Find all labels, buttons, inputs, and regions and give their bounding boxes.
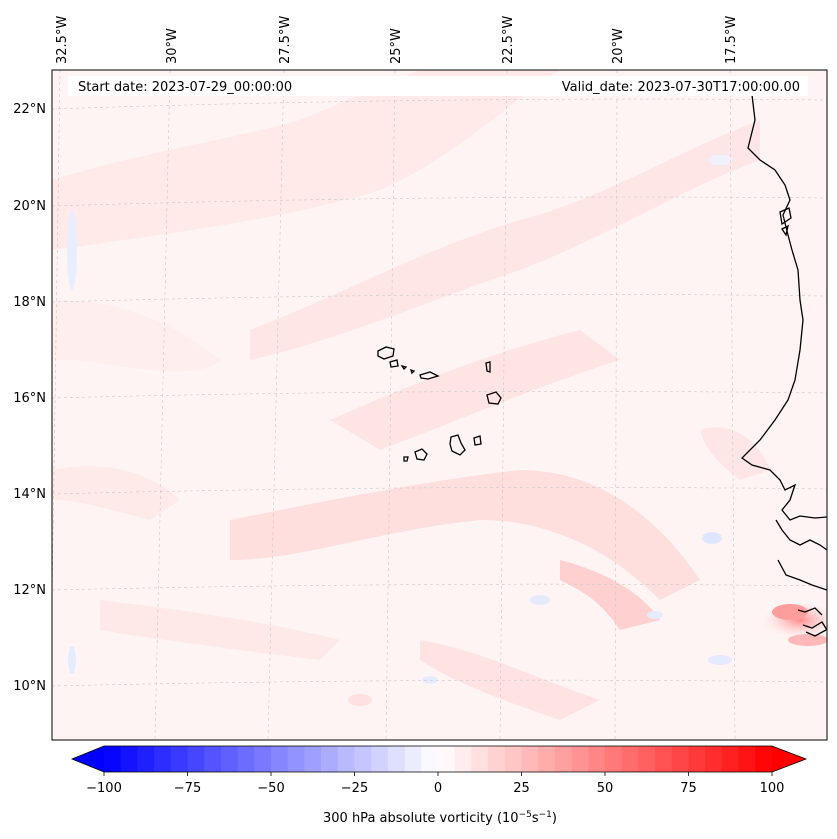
colorbar-cell [104, 746, 122, 772]
colorbar-cell [154, 746, 172, 772]
colorbar-cell [605, 746, 623, 772]
colorbar-extend-high [772, 746, 806, 772]
colorbar-cell [705, 746, 723, 772]
colorbar-cell [287, 746, 305, 772]
colorbar-title: 300 hPa absolute vorticity (10−5s−1) [323, 810, 557, 826]
lon-label: 17.5°W [724, 16, 739, 64]
colorbar-tick-label: 0 [434, 781, 442, 796]
colorbar-cell [688, 746, 706, 772]
coastline [740, 94, 827, 637]
colorbar-cell [671, 746, 690, 772]
colorbar-cell [621, 746, 639, 772]
colorbar-cell [721, 746, 740, 772]
lon-label: 25°W [389, 28, 404, 64]
colorbar-cell [755, 746, 773, 772]
colorbar-cell [471, 746, 489, 772]
lon-label: 30°W [165, 28, 180, 64]
longitude-labels: 32.5°W 30°W 27.5°W 25°W 22.5°W 20°W 17.5… [55, 16, 739, 64]
lat-label: 16°N [13, 391, 46, 406]
map-panel: Start date: 2023-07-29_00:00:00 Valid_da… [51, 69, 828, 741]
colorbar-cell [521, 746, 539, 772]
latitude-labels: 22°N 20°N 18°N 16°N 14°N 12°N 10°N [13, 102, 46, 694]
colorbar-extend-low [72, 746, 104, 772]
colorbar-tick-label: 100 [760, 781, 785, 796]
colorbar-cell [170, 746, 189, 772]
colorbar-cell [137, 746, 155, 772]
lon-label: 32.5°W [55, 16, 70, 64]
colorbar-cell [271, 746, 289, 772]
valid-date-label: Valid_date: 2023-07-30T17:00:00.00 [562, 80, 800, 95]
colorbar-tick-label: 50 [597, 781, 614, 796]
colorbar-cell [421, 746, 439, 772]
colorbar-cell [321, 746, 339, 772]
lat-label: 18°N [13, 295, 46, 310]
colorbar-cell [638, 746, 656, 772]
colorbar-cell [588, 746, 606, 772]
map-frame [51, 69, 828, 741]
colorbar-cells [72, 746, 806, 772]
header-background [68, 76, 808, 96]
colorbar-cell [387, 746, 406, 772]
colorbar-tick-label: 25 [513, 781, 530, 796]
graticule [52, 70, 827, 740]
lat-label: 10°N [13, 679, 46, 694]
colorbar-tick-label: −25 [341, 781, 368, 796]
colorbar-cell [220, 746, 239, 772]
colorbar-cell [504, 746, 523, 772]
colorbar-cell [204, 746, 222, 772]
colorbar-tick-label: −75 [174, 781, 201, 796]
colorbar-cell [438, 746, 456, 772]
colorbar-cell [554, 746, 573, 772]
colorbar-tick-label: −50 [257, 781, 284, 796]
lon-label: 27.5°W [278, 16, 293, 64]
colorbar-cell [571, 746, 589, 772]
colorbar: −100 −75 −50 −25 0 25 50 75 100 300 hPa … [70, 745, 808, 826]
colorbar-cell [538, 746, 556, 772]
colorbar-cell [738, 746, 756, 772]
colorbar-cell [304, 746, 322, 772]
colorbar-ticks [103, 772, 773, 776]
colorbar-cell [488, 746, 506, 772]
colorbar-cell [237, 746, 255, 772]
colorbar-cell [655, 746, 673, 772]
lat-label: 20°N [13, 199, 46, 214]
colorbar-cell [120, 746, 138, 772]
colorbar-cell [254, 746, 272, 772]
start-date-label: Start date: 2023-07-29_00:00:00 [78, 80, 292, 95]
lat-label: 14°N [13, 487, 46, 502]
cape-verde-islands [377, 346, 502, 462]
lat-label: 12°N [13, 583, 46, 598]
colorbar-cell [404, 746, 422, 772]
lat-label: 22°N [13, 102, 46, 117]
lon-label: 22.5°W [501, 16, 516, 64]
colorbar-cell [187, 746, 205, 772]
colorbar-cell [371, 746, 389, 772]
colorbar-cell [337, 746, 356, 772]
colorbar-cell [454, 746, 472, 772]
colorbar-tick-label: 75 [680, 781, 697, 796]
colorbar-tick-label: −100 [86, 781, 122, 796]
colorbar-cell [354, 746, 372, 772]
lon-label: 20°W [611, 28, 626, 64]
